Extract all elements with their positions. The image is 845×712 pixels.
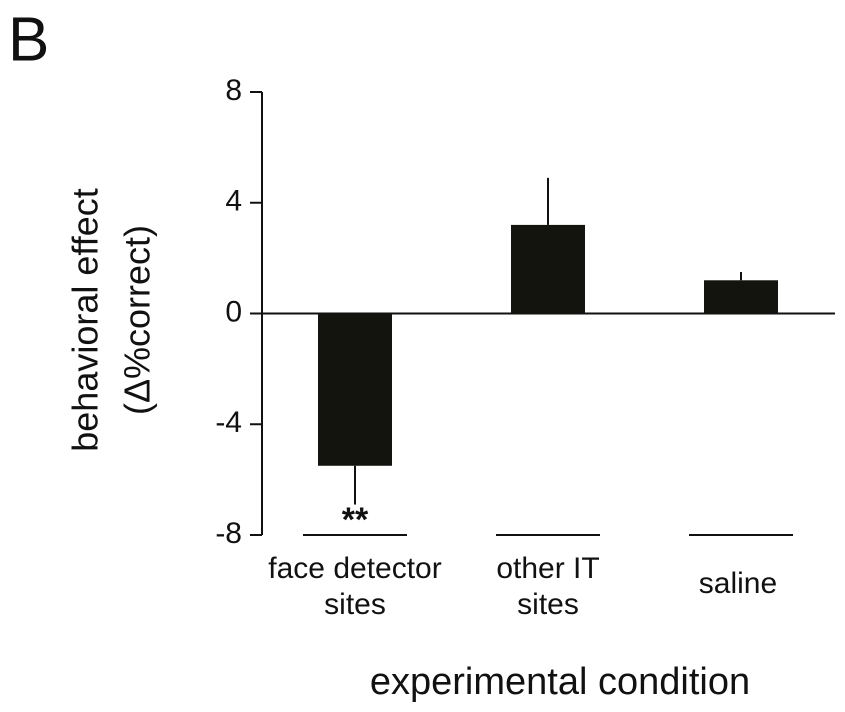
y-tick-label: 8 — [225, 74, 242, 107]
x-tick-label: saline — [699, 567, 777, 600]
bar — [511, 224, 585, 314]
annotation: ** — [342, 501, 369, 539]
y-axis-label: (Δ%correct) — [117, 225, 158, 415]
x-tick-label: other IT — [496, 552, 599, 585]
panel-label: B — [8, 5, 49, 74]
y-axis-label: behavioral effect — [65, 188, 106, 452]
y-tick-label: 0 — [225, 295, 242, 328]
y-tick-label: -8 — [215, 517, 242, 550]
x-tick-label: sites — [517, 588, 579, 621]
x-tick-label: face detector — [268, 552, 441, 585]
y-tick-label: 4 — [225, 185, 242, 218]
y-tick-label: -4 — [215, 406, 242, 439]
x-axis-label: experimental condition — [370, 661, 750, 703]
x-tick-label: sites — [324, 588, 386, 621]
bar — [704, 280, 778, 314]
bar — [318, 313, 392, 466]
